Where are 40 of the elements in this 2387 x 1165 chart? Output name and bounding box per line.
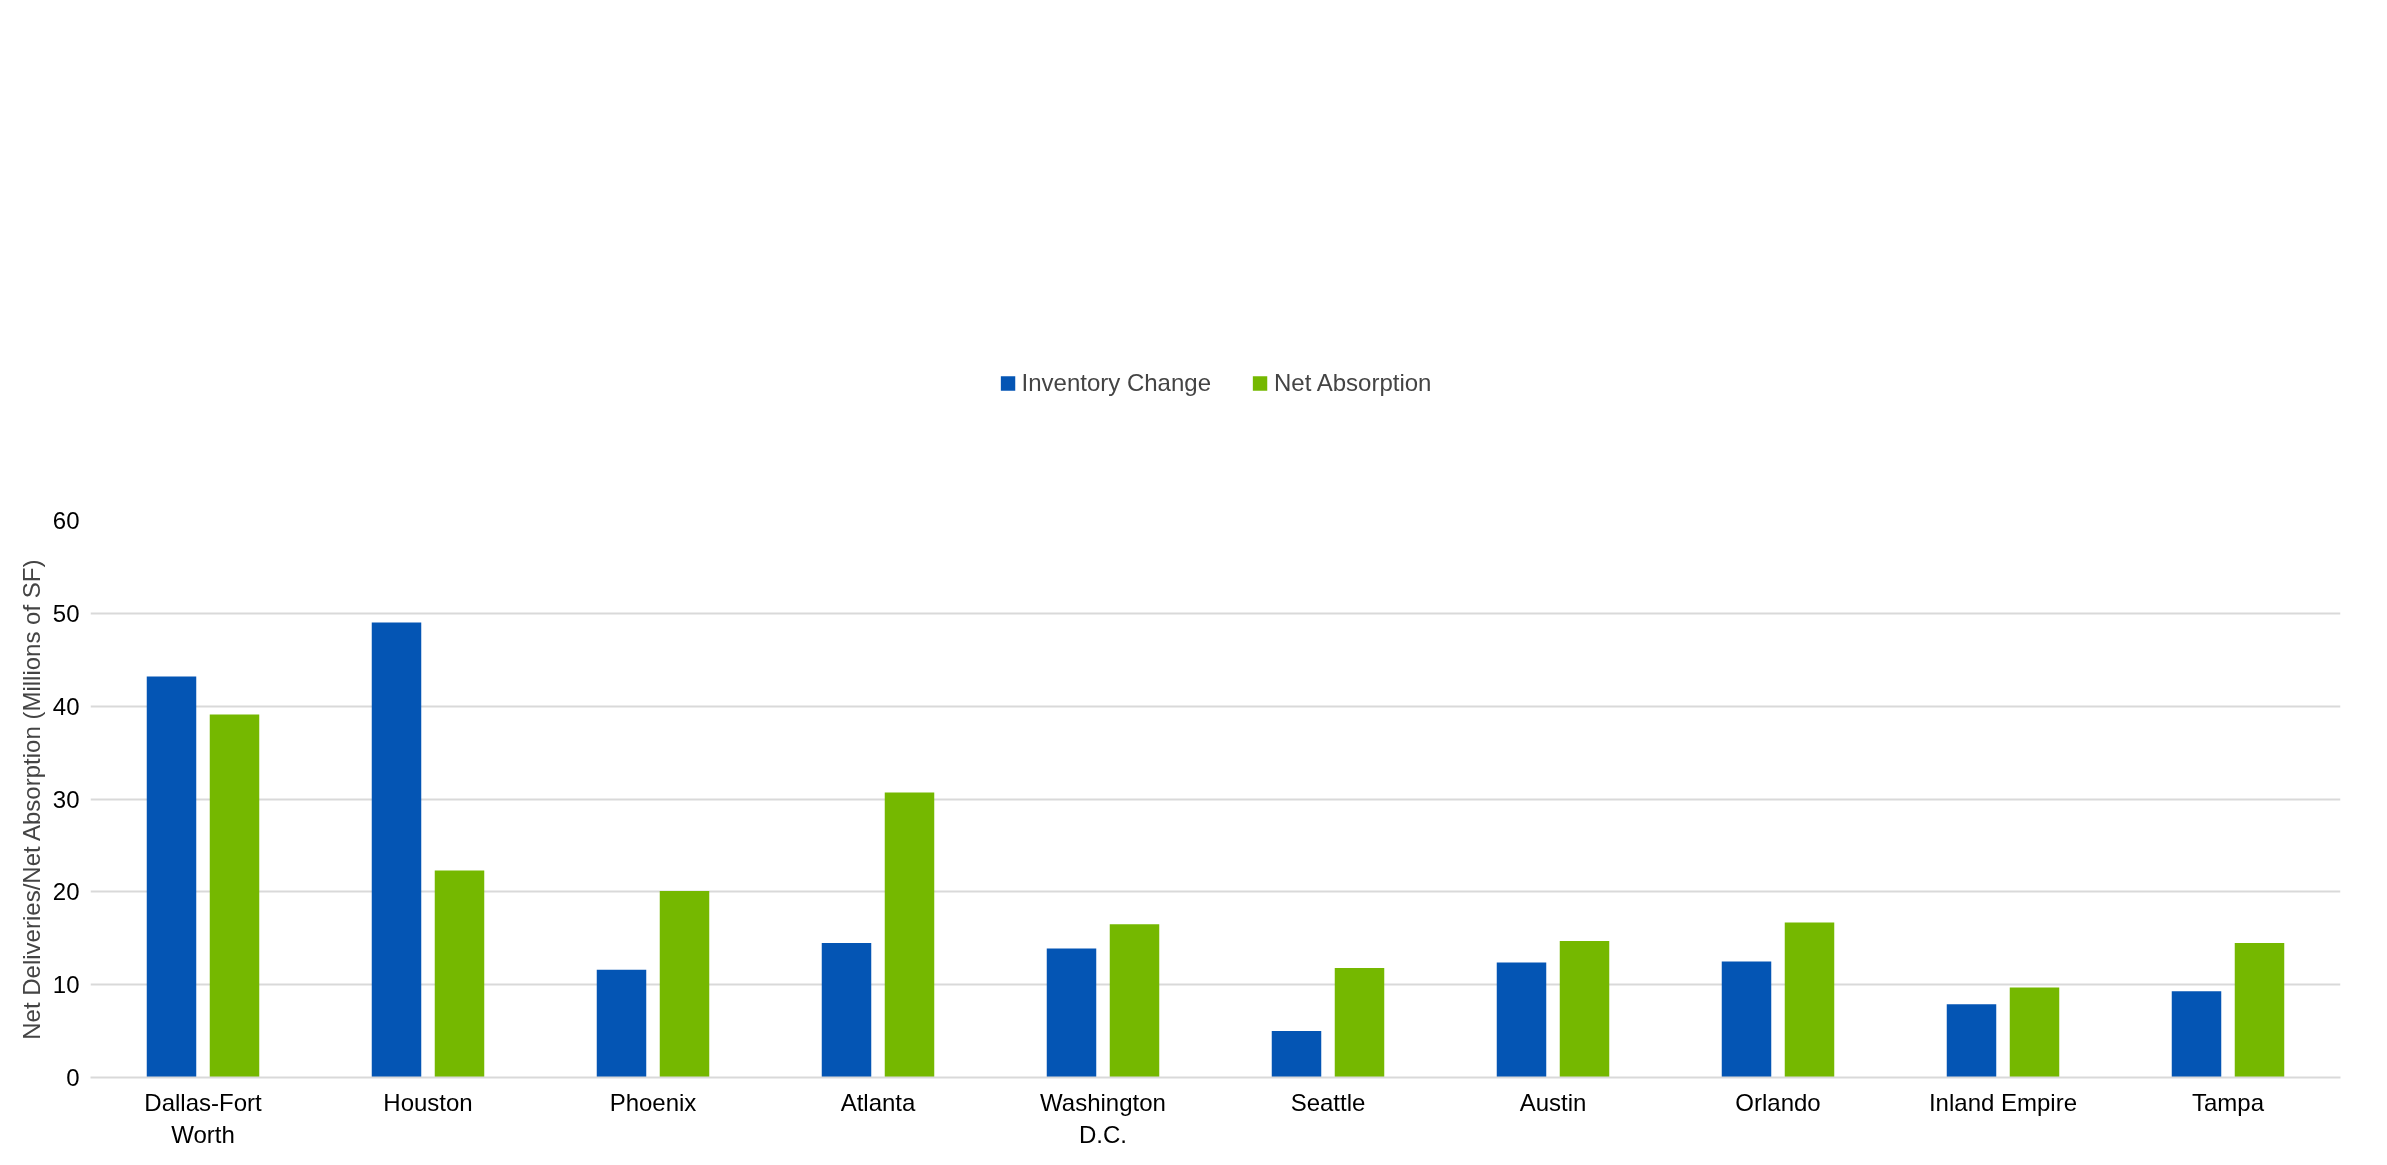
x-tick-label: Orlando — [1735, 1088, 1821, 1116]
bar — [2234, 942, 2285, 1078]
bar — [821, 942, 872, 1078]
bar — [884, 792, 935, 1078]
bar — [1784, 922, 1835, 1078]
x-tick-label: Seattle — [1290, 1088, 1366, 1116]
bar — [2171, 991, 2222, 1078]
legend-label: Inventory Change — [1021, 369, 1212, 397]
bar — [659, 890, 710, 1078]
bar — [1721, 961, 1772, 1078]
bar — [1046, 948, 1097, 1078]
y-tick-label: 40 — [52, 692, 80, 720]
x-tick-label: Austin — [1519, 1088, 1587, 1116]
bar — [1946, 1004, 1997, 1078]
bar — [1271, 1031, 1322, 1078]
bar — [434, 870, 485, 1078]
bar — [2009, 987, 2060, 1078]
x-tick-label: Atlanta — [840, 1088, 917, 1116]
x-tick-label: Houston — [383, 1088, 473, 1116]
bar — [209, 714, 260, 1078]
bar — [1109, 924, 1160, 1078]
x-tick-label: Inland Empire — [1928, 1088, 2078, 1116]
y-tick-label: 60 — [52, 507, 80, 534]
y-tick-label: 20 — [52, 878, 80, 906]
y-tick-label: 0 — [66, 1064, 80, 1091]
bar — [1334, 967, 1385, 1078]
x-tick-label: Tampa — [2191, 1088, 2265, 1116]
y-tick-label: 30 — [52, 785, 80, 813]
bar — [371, 622, 422, 1078]
bar — [146, 676, 197, 1078]
bar — [1496, 962, 1547, 1078]
x-tick-label: Phoenix — [609, 1088, 697, 1116]
bar — [596, 969, 647, 1078]
y-tick-label: 10 — [52, 971, 80, 999]
legend-label: Net Absorption — [1274, 369, 1432, 397]
y-tick-label: 50 — [52, 599, 80, 627]
y-axis-title: Net Deliveries/Net Absorption (Millions of SF) — [17, 559, 45, 1040]
x-tick-label: Dallas-Fort Worth — [144, 1088, 263, 1148]
bar — [1559, 941, 1610, 1078]
x-tick-label: Washington D.C. — [1040, 1088, 1166, 1148]
